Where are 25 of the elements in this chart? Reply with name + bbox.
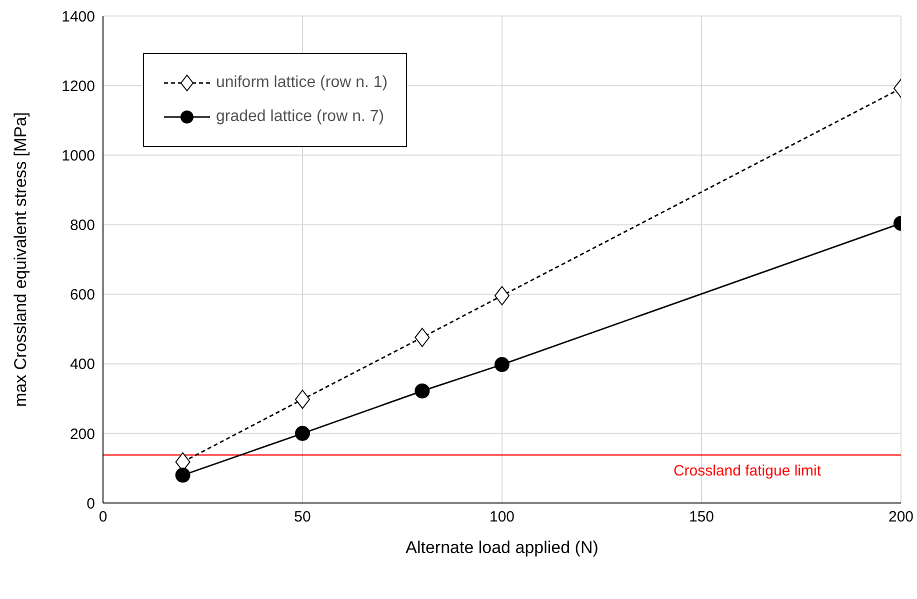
x-tick-label: 0 <box>98 508 108 526</box>
ref-line-label: Crossland fatigue limit <box>673 462 822 480</box>
y-axis-title: max Crossland equivalent stress [MPa] <box>11 112 30 407</box>
y-tick-label: 400 <box>70 356 95 374</box>
point <box>414 383 430 398</box>
point <box>494 357 510 372</box>
y-tick-label: 1200 <box>62 78 95 95</box>
y-tick-label: 1400 <box>62 8 95 26</box>
y-tick-label: 0 <box>86 495 95 512</box>
y-tick-label: 800 <box>70 217 95 234</box>
legend-label: graded lattice (row n. 7) <box>216 108 384 126</box>
point <box>175 468 190 483</box>
x-tick-label: 50 <box>294 508 311 526</box>
x-tick-label: 100 <box>489 508 515 526</box>
y-tick-label: 200 <box>70 426 95 443</box>
legend-label: uniform lattice (row n. 1) <box>216 74 388 92</box>
point <box>414 328 430 348</box>
point <box>295 426 310 441</box>
x-axis-title: Alternate load applied (N) <box>406 538 598 557</box>
y-tick-label: 600 <box>70 286 95 304</box>
x-tick-label: 150 <box>688 508 714 526</box>
y-tick-label: 1000 <box>62 147 95 164</box>
point <box>295 390 310 409</box>
x-tick-label: 200 <box>888 508 914 526</box>
point <box>494 286 510 306</box>
